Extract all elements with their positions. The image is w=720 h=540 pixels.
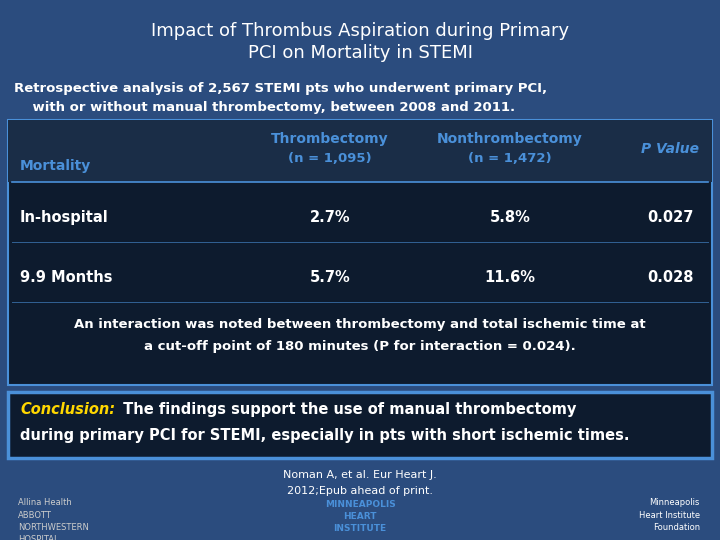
Text: 2012;Epub ahead of print.: 2012;Epub ahead of print.: [287, 486, 433, 496]
Text: Mortality: Mortality: [20, 159, 91, 173]
Text: Minneapolis
Heart Institute
Foundation: Minneapolis Heart Institute Foundation: [639, 498, 700, 532]
Text: PCI on Mortality in STEMI: PCI on Mortality in STEMI: [248, 44, 472, 62]
Text: Impact of Thrombus Aspiration during Primary: Impact of Thrombus Aspiration during Pri…: [151, 22, 569, 40]
Text: 11.6%: 11.6%: [485, 270, 536, 285]
Bar: [8, 120, 712, 385]
Bar: [8, 392, 712, 458]
Text: 2.7%: 2.7%: [310, 210, 351, 225]
Text: Noman A, et al. Eur Heart J.: Noman A, et al. Eur Heart J.: [283, 470, 437, 480]
Bar: [8, 120, 712, 182]
Text: P Value: P Value: [641, 142, 699, 156]
Text: The findings support the use of manual thrombectomy: The findings support the use of manual t…: [118, 402, 577, 417]
Text: with or without manual thrombectomy, between 2008 and 2011.: with or without manual thrombectomy, bet…: [14, 101, 515, 114]
Text: 9.9 Months: 9.9 Months: [20, 270, 112, 285]
Text: Thrombectomy: Thrombectomy: [271, 132, 389, 146]
Text: 5.7%: 5.7%: [310, 270, 351, 285]
Text: a cut-off point of 180 minutes (P for interaction = 0.024).: a cut-off point of 180 minutes (P for in…: [144, 340, 576, 353]
Text: Allina Health
ABBOTT
NORTHWESTERN
HOSPITAL: Allina Health ABBOTT NORTHWESTERN HOSPIT…: [18, 498, 89, 540]
Text: (n = 1,472): (n = 1,472): [468, 152, 552, 165]
Text: An interaction was noted between thrombectomy and total ischemic time at: An interaction was noted between thrombe…: [74, 318, 646, 331]
Text: (n = 1,095): (n = 1,095): [288, 152, 372, 165]
Text: 5.8%: 5.8%: [490, 210, 531, 225]
Text: Nonthrombectomy: Nonthrombectomy: [437, 132, 583, 146]
Text: In-hospital: In-hospital: [20, 210, 109, 225]
Text: 0.027: 0.027: [647, 210, 693, 225]
Text: 0.028: 0.028: [647, 270, 693, 285]
Text: Retrospective analysis of 2,567 STEMI pts who underwent primary PCI,: Retrospective analysis of 2,567 STEMI pt…: [14, 82, 547, 95]
Text: Conclusion:: Conclusion:: [20, 402, 115, 417]
Text: during primary PCI for STEMI, especially in pts with short ischemic times.: during primary PCI for STEMI, especially…: [20, 428, 629, 443]
Text: MINNEAPOLIS
HEART
INSTITUTE: MINNEAPOLIS HEART INSTITUTE: [325, 500, 395, 532]
